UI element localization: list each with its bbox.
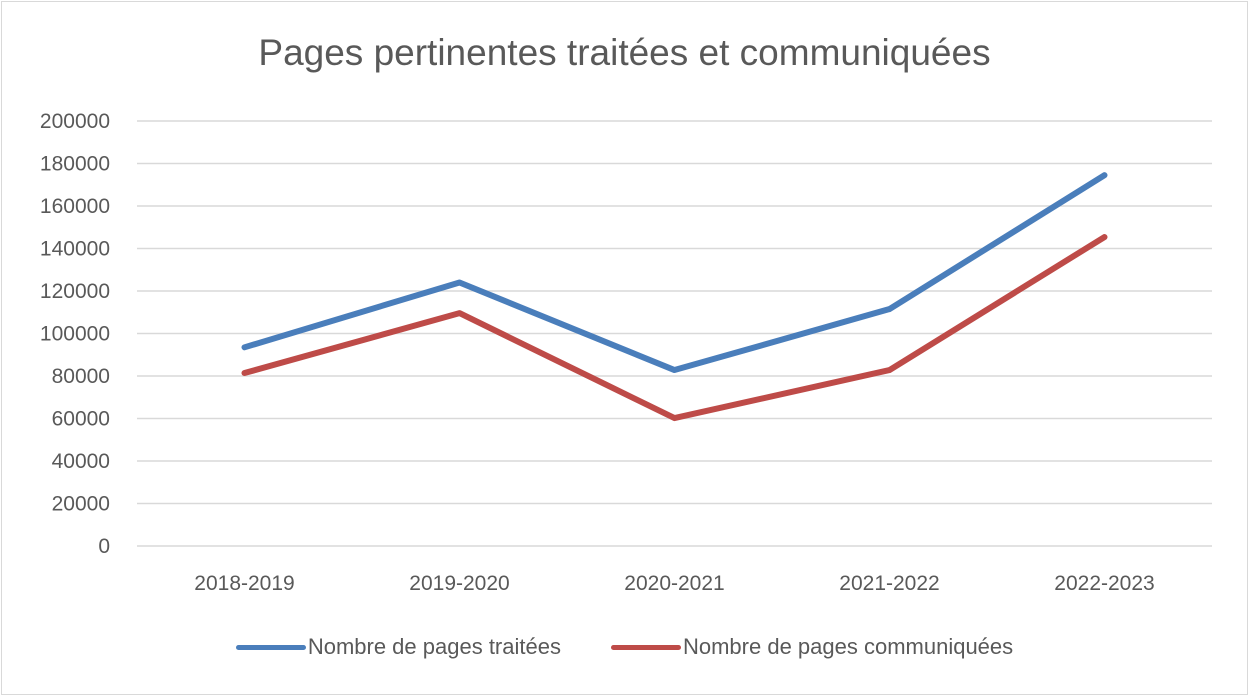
y-tick-label: 180000 bbox=[40, 153, 110, 176]
legend-label-traitees: Nombre de pages traitées bbox=[307, 634, 561, 659]
y-tick-label: 0 bbox=[98, 535, 110, 558]
x-tick-label: 2020-2021 bbox=[624, 572, 724, 595]
legend-swatch-communiquees bbox=[610, 644, 681, 650]
x-tick-label: 2019-2020 bbox=[409, 572, 509, 595]
series-line-0 bbox=[241, 172, 1108, 374]
legend: Nombre de pages traitées Nombre de pages… bbox=[0, 634, 1249, 660]
x-tick-label: 2022-2023 bbox=[1054, 572, 1154, 595]
y-tick-label: 80000 bbox=[52, 365, 110, 388]
y-tick-label: 140000 bbox=[40, 238, 110, 261]
y-tick-label: 60000 bbox=[52, 408, 110, 431]
legend-label-communiquees: Nombre de pages communiquées bbox=[682, 634, 1014, 659]
x-tick-label: 2018-2019 bbox=[194, 572, 294, 595]
x-tick-label: 2021-2022 bbox=[839, 572, 939, 595]
legend-item-communiquees: Nombre de pages communiquées bbox=[610, 634, 1014, 660]
y-tick-label: 40000 bbox=[52, 450, 110, 473]
y-tick-label: 20000 bbox=[52, 493, 110, 516]
legend-item-traitees: Nombre de pages traitées bbox=[235, 634, 561, 660]
y-tick-label: 160000 bbox=[40, 195, 110, 218]
y-tick-label: 200000 bbox=[40, 110, 110, 133]
y-tick-label: 120000 bbox=[40, 280, 110, 303]
chart-title: Pages pertinentes traitées et communiqué… bbox=[258, 32, 991, 73]
legend-swatch-traitees bbox=[235, 644, 306, 650]
series-line-1 bbox=[241, 234, 1108, 422]
y-tick-label: 100000 bbox=[40, 323, 110, 346]
